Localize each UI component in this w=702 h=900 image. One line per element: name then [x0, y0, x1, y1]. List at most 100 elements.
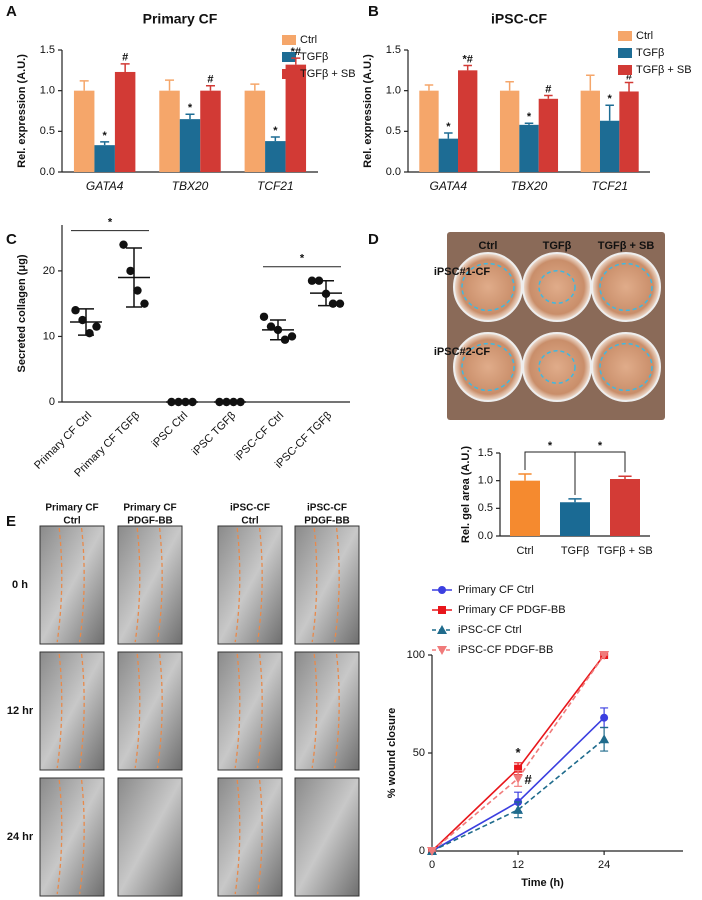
bar	[458, 70, 478, 172]
significance-mark: *#	[291, 46, 301, 58]
bar	[510, 480, 540, 536]
significance-mark: #	[122, 52, 128, 64]
x-tick-label: TGFβ + SB	[597, 545, 653, 557]
wound-edge	[134, 527, 141, 643]
significance-mark: *	[188, 102, 193, 114]
line-marker	[438, 606, 446, 614]
wound-edge	[56, 779, 63, 895]
wound-photo	[39, 777, 105, 897]
error-bar	[586, 74, 595, 91]
legend-label: Ctrl	[300, 34, 317, 46]
chart-title: Primary CF	[143, 11, 218, 27]
x-tick-label: TCF21	[591, 179, 628, 193]
line-marker	[437, 646, 447, 655]
data-point	[71, 306, 80, 315]
wound-photo	[39, 525, 105, 645]
wound-column-label: PDGF-BB	[127, 516, 173, 527]
bar	[285, 64, 307, 172]
significance-label: *	[300, 253, 305, 265]
bar	[265, 141, 286, 172]
sd-whisker	[318, 279, 334, 307]
legend-swatch	[282, 35, 296, 45]
wound-column-label: Ctrl	[241, 516, 258, 527]
significance-mark: *	[608, 93, 613, 105]
line-marker	[427, 847, 437, 856]
significance-mark: #	[524, 772, 532, 787]
gel-column-label: TGFβ + SB	[598, 240, 655, 252]
wound-row-label: 24 hr	[7, 831, 34, 843]
legend-label: TGFβ + SB	[300, 68, 356, 80]
bar	[519, 124, 539, 172]
series-line	[431, 738, 605, 852]
legend-label: iPSC-CF PDGF-BB	[458, 644, 553, 656]
error-bar	[185, 113, 195, 120]
gel-outline	[461, 342, 515, 392]
wound-edge	[156, 653, 163, 769]
bar	[610, 479, 640, 536]
sd-whisker	[78, 308, 94, 336]
x-tick-label: GATA4	[430, 179, 468, 193]
gel-outline	[538, 270, 576, 304]
data-point	[126, 266, 135, 276]
y-tick-label: 0	[419, 845, 425, 857]
wound-edge	[134, 653, 141, 769]
wound-edge	[333, 527, 340, 643]
y-tick-label: 0	[49, 396, 55, 408]
sd-whisker	[126, 247, 142, 308]
x-tick-label: iPSC-CF Ctrl	[233, 410, 286, 463]
bar	[560, 502, 590, 536]
wound-photo	[117, 777, 183, 897]
legend-label: TGFβ + SB	[636, 64, 692, 76]
x-tick-label: iPSC Ctrl	[150, 410, 190, 450]
error-bar	[291, 57, 301, 65]
y-tick-label: 1.5	[40, 44, 55, 56]
wound-photo	[217, 651, 283, 771]
y-tick-label: 100	[407, 649, 425, 661]
gel-column-label: Ctrl	[479, 240, 498, 252]
sd-whisker	[270, 319, 286, 341]
gel-column-label: TGFβ	[543, 240, 572, 252]
data-point	[119, 240, 128, 249]
line-marker	[513, 774, 524, 784]
error-bar	[205, 85, 215, 91]
wound-photo	[117, 525, 183, 645]
x-tick-label: 0	[429, 859, 435, 871]
line-marker	[437, 625, 447, 634]
gel-outline	[538, 350, 576, 384]
significance-mark: #	[207, 74, 213, 86]
significance-label: *	[108, 217, 113, 229]
legend-label: Ctrl	[636, 30, 653, 42]
error-bar	[100, 141, 110, 146]
gel-row-label: iPSC#2-CF	[434, 346, 491, 358]
y-tick-label: 1.0	[478, 475, 493, 487]
error-bar	[79, 80, 89, 91]
legend-label: iPSC-CF Ctrl	[458, 624, 522, 636]
y-tick-label: 10	[43, 330, 55, 342]
legend-label: TGFβ	[636, 47, 664, 59]
gel-row-label: iPSC#1-CF	[434, 266, 491, 278]
line-marker	[600, 713, 609, 722]
significance-mark: *	[103, 130, 108, 142]
x-tick-label: GATA4	[86, 179, 124, 193]
x-tick-label: 12	[512, 859, 524, 871]
error-bar	[444, 132, 453, 139]
wound-edge	[311, 527, 318, 643]
legend-label: Primary CF Ctrl	[458, 584, 534, 596]
bar	[200, 90, 221, 172]
wound-edge	[234, 779, 241, 895]
significance-bracket	[574, 451, 626, 495]
gel-well	[522, 252, 592, 322]
data-point	[335, 299, 345, 308]
wound-edge	[333, 653, 340, 769]
bar	[244, 90, 266, 172]
y-axis-label: Rel. expression (A.U.)	[362, 54, 374, 168]
significance-mark: #	[626, 70, 632, 82]
y-axis-label: Rel. expression (A.U.)	[16, 54, 28, 168]
error-bar	[424, 84, 434, 91]
bar	[580, 90, 600, 172]
wound-edge	[311, 653, 318, 769]
legend-label: Primary CF PDGF-BB	[458, 604, 566, 616]
error-bar	[120, 63, 130, 72]
error-bar	[463, 64, 472, 71]
